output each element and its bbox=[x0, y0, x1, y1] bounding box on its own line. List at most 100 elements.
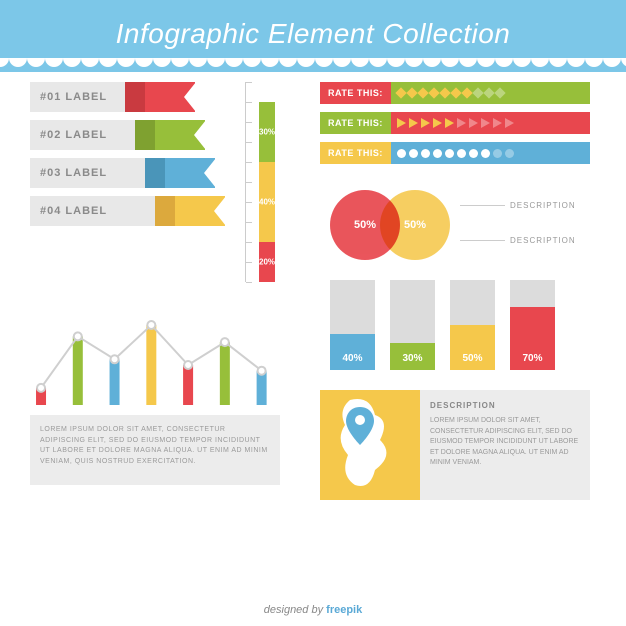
linechart-bar bbox=[257, 371, 267, 405]
vbar-segment: 30% bbox=[259, 102, 275, 162]
linechart-point bbox=[221, 338, 229, 346]
ribbon-2: #02 LABEL bbox=[30, 120, 205, 150]
triangle-icon bbox=[409, 118, 418, 128]
percent-bar-2: 30% bbox=[390, 280, 435, 370]
ribbon-label: #03 LABEL bbox=[30, 158, 145, 188]
linechart-bar bbox=[220, 342, 230, 405]
rate-label: RATE THIS: bbox=[320, 112, 391, 134]
percent-bar-1: 40% bbox=[330, 280, 375, 370]
map-desc-text: LOREM IPSUM DOLOR SIT AMET, CONSECTETUR … bbox=[430, 416, 580, 469]
footer: designed by freepik bbox=[0, 604, 626, 616]
venn-line-b bbox=[460, 240, 505, 241]
triangle-icon bbox=[421, 118, 430, 128]
triangle-icon bbox=[493, 118, 502, 128]
map-image bbox=[320, 390, 420, 500]
venn-desc-b: DESCRIPTION bbox=[510, 236, 576, 245]
venn-line-a bbox=[460, 205, 505, 206]
triangle-icon bbox=[445, 118, 454, 128]
percent-bar-fill: 70% bbox=[510, 307, 555, 370]
percent-bar-4: 70% bbox=[510, 280, 555, 370]
venn-a-label: 50% bbox=[354, 219, 376, 231]
circle-icon bbox=[445, 149, 454, 158]
vbar-empty bbox=[259, 82, 275, 102]
circle-icon bbox=[505, 149, 514, 158]
rate-row-1: RATE THIS: bbox=[320, 82, 590, 104]
ribbon-end bbox=[155, 120, 205, 150]
linechart-point bbox=[184, 361, 192, 369]
triangle-icon bbox=[397, 118, 406, 128]
venn-diagram: 50% 50% DESCRIPTION DESCRIPTION bbox=[320, 180, 600, 270]
linechart-bar bbox=[146, 325, 156, 405]
rate-row-2: RATE THIS: bbox=[320, 112, 590, 134]
page-title: Infographic Element Collection bbox=[0, 18, 626, 50]
linechart-point bbox=[111, 355, 119, 363]
linechart-bar bbox=[73, 336, 83, 405]
line-chart bbox=[30, 310, 280, 405]
venn-circle-b: 50% bbox=[380, 190, 450, 260]
linechart-bar bbox=[110, 359, 120, 405]
rate-row-3: RATE THIS: bbox=[320, 142, 590, 164]
percent-bar-3: 50% bbox=[450, 280, 495, 370]
percent-bar-fill: 40% bbox=[330, 334, 375, 370]
rate-body bbox=[391, 112, 590, 134]
ribbon-label: #01 LABEL bbox=[30, 82, 125, 112]
rate-body bbox=[391, 82, 590, 104]
ribbon-3: #03 LABEL bbox=[30, 158, 215, 188]
ribbon-end bbox=[145, 82, 195, 112]
vbar-segment: 20% bbox=[259, 242, 275, 282]
percent-bar-fill: 30% bbox=[390, 343, 435, 370]
circle-icon bbox=[493, 149, 502, 158]
map-box: DESCRIPTION LOREM IPSUM DOLOR SIT AMET, … bbox=[320, 390, 590, 500]
rate-label: RATE THIS: bbox=[320, 82, 391, 104]
diamond-icon bbox=[417, 87, 428, 98]
ribbon-fold bbox=[145, 158, 165, 188]
ribbon-fold bbox=[135, 120, 155, 150]
triangle-icon bbox=[505, 118, 514, 128]
map-desc-title: DESCRIPTION bbox=[430, 400, 580, 412]
circle-icon bbox=[421, 149, 430, 158]
circle-icon bbox=[469, 149, 478, 158]
triangle-icon bbox=[481, 118, 490, 128]
diamond-icon bbox=[450, 87, 461, 98]
diamond-icon bbox=[461, 87, 472, 98]
ribbon-fold bbox=[125, 82, 145, 112]
diamond-icon bbox=[472, 87, 483, 98]
linechart-point bbox=[74, 332, 82, 340]
triangle-icon bbox=[469, 118, 478, 128]
ribbon-1: #01 LABEL bbox=[30, 82, 195, 112]
header: Infographic Element Collection bbox=[0, 0, 626, 58]
vbar-segment: 40% bbox=[259, 162, 275, 242]
ribbon-fold bbox=[155, 196, 175, 226]
footer-brand: freepik bbox=[326, 604, 362, 616]
circle-icon bbox=[457, 149, 466, 158]
canvas: #01 LABEL #02 LABEL #03 LABEL #04 LABEL … bbox=[0, 70, 626, 580]
circle-icon bbox=[409, 149, 418, 158]
linechart-point bbox=[258, 367, 266, 375]
linechart-bar bbox=[183, 365, 193, 405]
circle-icon bbox=[397, 149, 406, 158]
vertical-bar: 20%40%30% bbox=[245, 82, 285, 282]
ribbon-end bbox=[175, 196, 225, 226]
rate-body bbox=[391, 142, 590, 164]
diamond-icon bbox=[406, 87, 417, 98]
venn-desc-a: DESCRIPTION bbox=[510, 201, 576, 210]
diamond-icon bbox=[483, 87, 494, 98]
map-description: DESCRIPTION LOREM IPSUM DOLOR SIT AMET, … bbox=[420, 390, 590, 500]
percent-bar-fill: 50% bbox=[450, 325, 495, 370]
diamond-icon bbox=[428, 87, 439, 98]
rate-label: RATE THIS: bbox=[320, 142, 391, 164]
ribbon-label: #02 LABEL bbox=[30, 120, 135, 150]
footer-prefix: designed by bbox=[264, 604, 326, 616]
triangle-icon bbox=[433, 118, 442, 128]
lorem-box: LOREM IPSUM DOLOR SIT AMET, CONSECTETUR … bbox=[30, 415, 280, 485]
diamond-icon bbox=[395, 87, 406, 98]
circle-icon bbox=[433, 149, 442, 158]
ribbon-label: #04 LABEL bbox=[30, 196, 155, 226]
diamond-icon bbox=[494, 87, 505, 98]
triangle-icon bbox=[457, 118, 466, 128]
ribbon-4: #04 LABEL bbox=[30, 196, 225, 226]
linechart-point bbox=[37, 384, 45, 392]
circle-icon bbox=[481, 149, 490, 158]
ribbon-end bbox=[165, 158, 215, 188]
diamond-icon bbox=[439, 87, 450, 98]
